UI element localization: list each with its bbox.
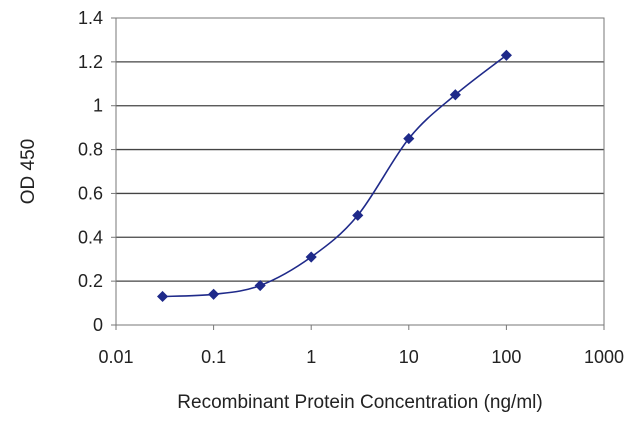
grid-layer — [116, 61, 604, 282]
x-tick-label: 1 — [306, 347, 316, 367]
data-point-marker — [449, 89, 461, 101]
data-point-marker — [352, 209, 364, 221]
y-tick-label: 1.2 — [78, 52, 103, 72]
data-point-marker — [157, 290, 169, 303]
x-tick-label: 1000 — [584, 347, 624, 367]
data-point-marker — [208, 288, 220, 300]
x-tick-label: 0.01 — [98, 347, 133, 367]
x-tick-label: 10 — [399, 347, 419, 367]
plot-area-frame — [115, 17, 605, 326]
y-tick-label: 1.4 — [78, 8, 103, 28]
y-tick-label: 0 — [93, 315, 103, 335]
y-tick-label: 0.2 — [78, 271, 103, 291]
data-point-marker — [305, 251, 317, 263]
y-tick-label: 1 — [93, 96, 103, 116]
y-axis-label: OD 450 — [18, 139, 39, 204]
data-point-marker — [500, 49, 512, 61]
x-axis-label: Recombinant Protein Concentration (ng/ml… — [177, 392, 542, 413]
series-layer — [157, 49, 512, 303]
y-tick-label: 0.4 — [78, 227, 103, 247]
data-point-marker — [403, 133, 415, 145]
x-axis-ticks: 0.01 0.1 1 10 100 1000 — [98, 325, 624, 367]
y-tick-label: 0.6 — [78, 183, 103, 203]
x-tick-label: 100 — [491, 347, 521, 367]
y-axis-ticks: 0 0.2 0.4 0.6 0.8 1 1.2 1.4 — [78, 8, 116, 335]
data-point-marker — [254, 279, 266, 292]
x-tick-label: 0.1 — [201, 347, 226, 367]
y-tick-label: 0.8 — [78, 140, 103, 160]
